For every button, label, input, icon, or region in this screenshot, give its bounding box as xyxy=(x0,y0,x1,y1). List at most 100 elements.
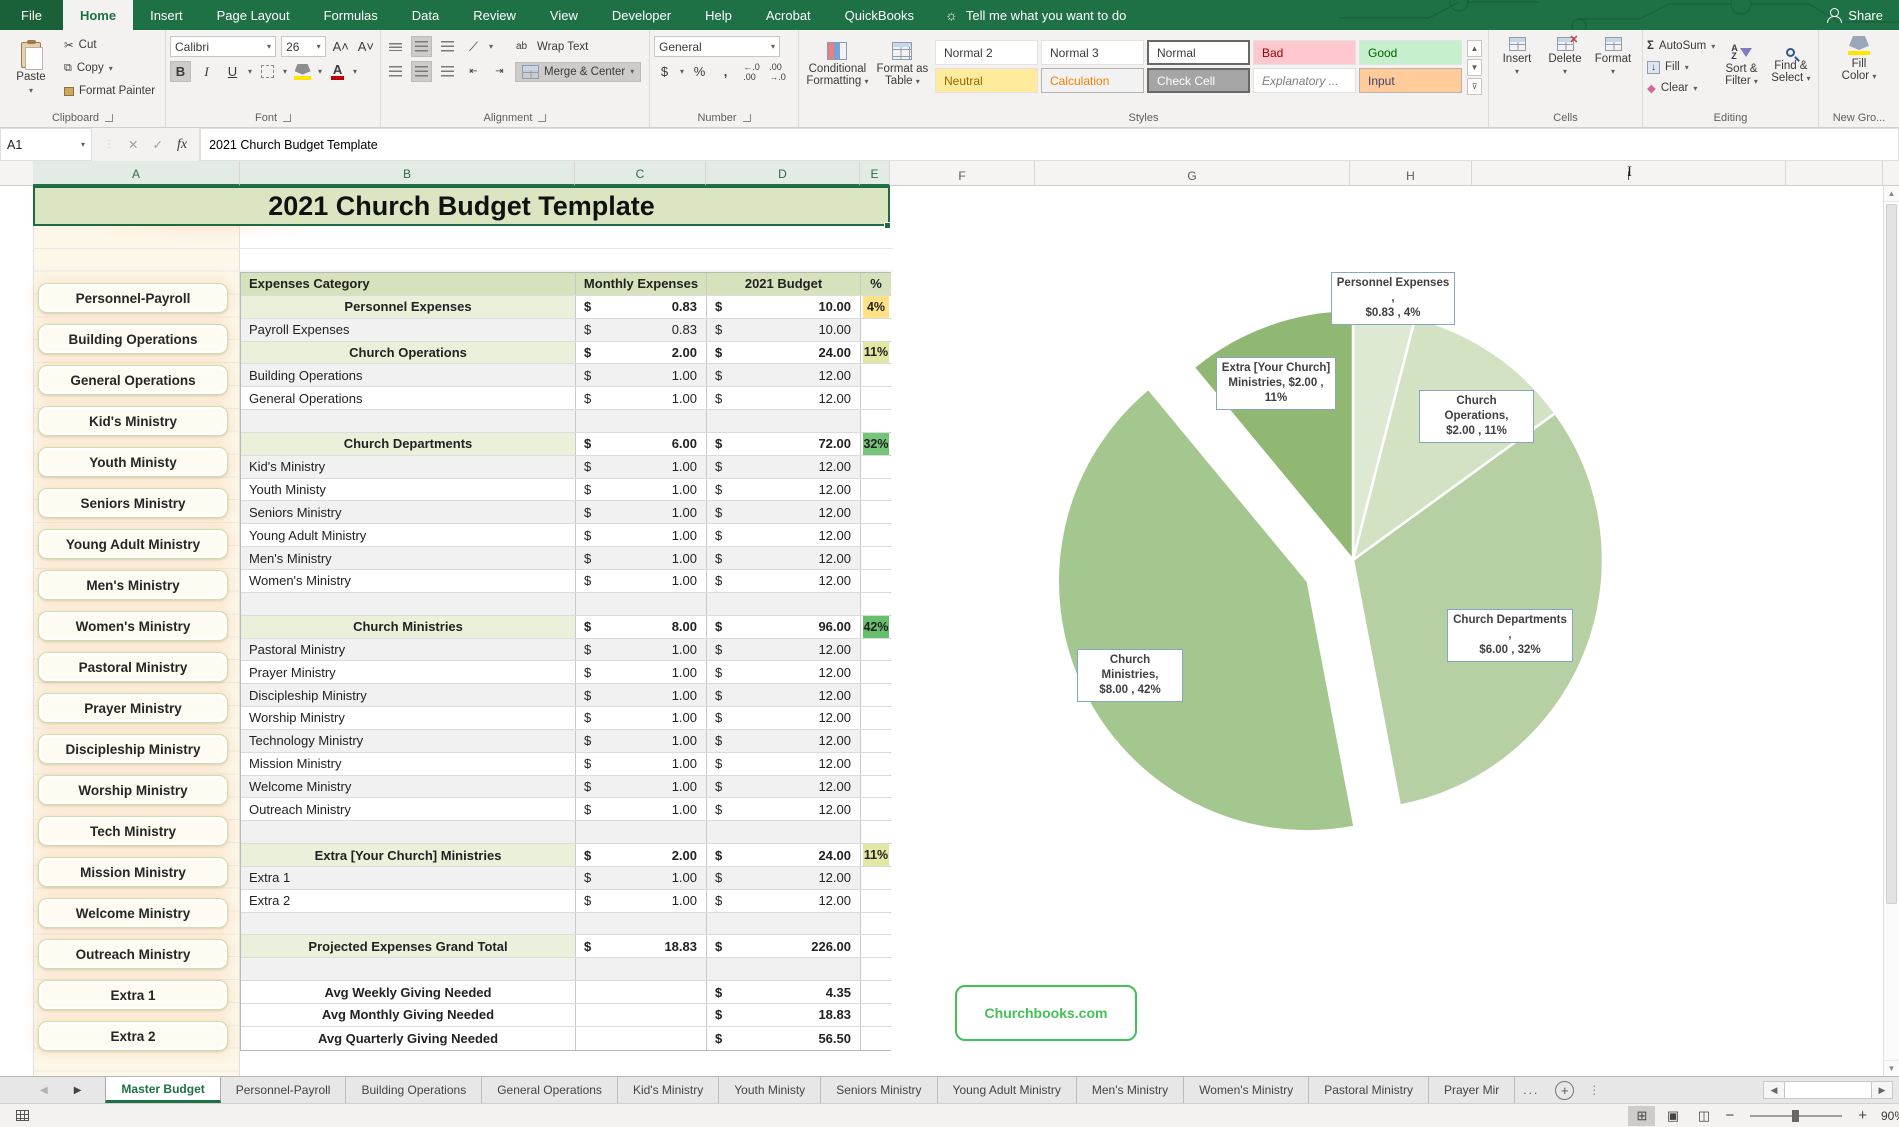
money-cell[interactable] xyxy=(576,821,707,843)
ribbon-tab-review[interactable]: Review xyxy=(456,0,533,30)
accounting-dropdown[interactable]: ▾ xyxy=(680,67,684,76)
table-row-25[interactable]: Mission Ministry$1.00$12.00 xyxy=(241,753,890,776)
money-cell[interactable]: $12.00 xyxy=(707,661,861,683)
decrease-indent-button[interactable]: ⇤ xyxy=(463,61,484,82)
money-cell[interactable]: $1.00 xyxy=(576,684,707,706)
category-cell[interactable]: Prayer Ministry xyxy=(241,661,576,683)
money-cell[interactable]: $12.00 xyxy=(707,776,861,798)
percent-cell[interactable] xyxy=(861,501,891,523)
nav-button-mission-ministry[interactable]: Mission Ministry xyxy=(38,857,228,887)
table-row-34[interactable] xyxy=(241,958,890,981)
number-dialog-launcher[interactable] xyxy=(743,114,751,122)
money-cell[interactable]: $18.83 xyxy=(576,935,707,957)
nav-button-pastoral-ministry[interactable]: Pastoral Ministry xyxy=(38,652,228,682)
font-dialog-launcher[interactable] xyxy=(283,114,291,122)
align-left-button[interactable] xyxy=(385,61,406,82)
money-cell[interactable]: $24.00 xyxy=(707,844,861,866)
nav-button-building-operations[interactable]: Building Operations xyxy=(38,324,228,354)
nav-button-tech-ministry[interactable]: Tech Ministry xyxy=(38,816,228,846)
autosum-button[interactable]: ΣAutoSum▾ xyxy=(1647,36,1715,56)
percent-cell[interactable] xyxy=(861,661,891,683)
pie-label-church-departments[interactable]: Church Departments ,$6.00 , 32% xyxy=(1447,609,1573,662)
pie-chart[interactable] xyxy=(1040,230,1680,895)
vertical-scroll-thumb[interactable] xyxy=(1886,204,1897,904)
ribbon-tab-developer[interactable]: Developer xyxy=(595,0,688,30)
money-cell[interactable]: $12.00 xyxy=(707,364,861,386)
orientation-dropdown[interactable]: ▾ xyxy=(489,42,493,51)
title-cell-a1[interactable]: 2021 Church Budget Template xyxy=(33,186,890,226)
nav-button-outreach-ministry[interactable]: Outreach Ministry xyxy=(38,939,228,969)
table-row-30[interactable]: Extra 1$1.00$12.00 xyxy=(241,867,890,890)
table-row-14[interactable]: Seniors Ministry$1.00$12.00 xyxy=(241,501,890,524)
money-cell[interactable] xyxy=(576,913,707,935)
hscroll-right-arrow[interactable]: ▶ xyxy=(1871,1081,1893,1099)
table-row-7[interactable]: Church Operations$2.00$24.0011% xyxy=(241,342,890,365)
table-row-17[interactable]: Women's Ministry$1.00$12.00 xyxy=(241,570,890,593)
tell-me-box[interactable]: ☼ Tell me what you want to do xyxy=(931,0,1140,30)
fill-color-dropdown[interactable]: ▾ xyxy=(318,67,322,76)
table-row-11[interactable]: Church Departments$6.00$72.0032% xyxy=(241,433,890,456)
column-header-g[interactable]: G xyxy=(1035,161,1350,186)
table-row-19[interactable]: Church Ministries$8.00$96.0042% xyxy=(241,616,890,639)
nav-button-discipleship-ministry[interactable]: Discipleship Ministry xyxy=(38,734,228,764)
accounting-format-button[interactable]: $ xyxy=(654,61,675,82)
money-cell[interactable]: $10.00 xyxy=(707,319,861,341)
borders-dropdown[interactable]: ▾ xyxy=(283,67,287,76)
hscroll-left-arrow[interactable]: ◀ xyxy=(1763,1081,1785,1099)
percent-cell[interactable]: 11% xyxy=(861,844,891,866)
pie-label-church-operations[interactable]: Church Operations,$2.00 , 11% xyxy=(1419,390,1534,443)
nav-button-kid-s-ministry[interactable]: Kid's Ministry xyxy=(38,406,228,436)
money-cell[interactable] xyxy=(576,410,707,432)
category-cell[interactable]: Youth Ministy xyxy=(241,479,576,501)
money-cell[interactable]: $1.00 xyxy=(576,730,707,752)
gallery-more-button[interactable]: ⊽ xyxy=(1467,78,1482,95)
tab-scroll-left-arrow[interactable]: ◀ xyxy=(40,1085,48,1096)
money-cell[interactable] xyxy=(707,821,861,843)
category-cell[interactable] xyxy=(241,821,576,843)
table-row-10[interactable] xyxy=(241,410,890,433)
category-cell[interactable]: Extra 1 xyxy=(241,867,576,889)
sheet-tab-youth-ministy[interactable]: Youth Ministy xyxy=(719,1077,821,1103)
ribbon-tab-quickbooks[interactable]: QuickBooks xyxy=(828,0,931,30)
percent-cell[interactable] xyxy=(861,364,891,386)
category-cell[interactable]: Extra 2 xyxy=(241,890,576,912)
number-format-combo[interactable]: General▾ xyxy=(654,36,780,57)
table-row-35[interactable]: Avg Weekly Giving Needed$4.35 xyxy=(241,981,890,1004)
bold-button[interactable]: B xyxy=(170,61,191,82)
category-cell[interactable]: Extra [Your Church] Ministries xyxy=(241,844,576,866)
percent-cell[interactable] xyxy=(861,547,891,569)
money-cell[interactable]: $1.00 xyxy=(576,524,707,546)
column-header-e[interactable]: E xyxy=(860,161,890,186)
money-cell[interactable]: $2.00 xyxy=(576,342,707,364)
ribbon-tab-file[interactable]: File xyxy=(0,0,63,30)
fill-color-big-button[interactable]: FillColor ▾ xyxy=(1823,34,1895,85)
category-cell[interactable]: Women's Ministry xyxy=(241,570,576,592)
nav-button-worship-ministry[interactable]: Worship Ministry xyxy=(38,775,228,805)
money-cell[interactable]: $1.00 xyxy=(576,776,707,798)
percent-cell[interactable] xyxy=(861,730,891,752)
category-cell[interactable]: Seniors Ministry xyxy=(241,501,576,523)
share-button[interactable]: Share xyxy=(1814,0,1899,30)
grow-font-button[interactable]: A˄ xyxy=(331,36,351,57)
clear-button[interactable]: ◆Clear▾ xyxy=(1647,78,1715,98)
sheet-tab-personnel-payroll[interactable]: Personnel-Payroll xyxy=(221,1077,347,1103)
money-cell[interactable]: $4.35 xyxy=(707,981,861,1003)
font-color-button[interactable]: A xyxy=(327,61,348,82)
orientation-button[interactable]: ⟋ xyxy=(463,36,484,57)
table-row-36[interactable]: Avg Monthly Giving Needed$18.83 xyxy=(241,1004,890,1027)
money-cell[interactable]: $12.00 xyxy=(707,730,861,752)
money-cell[interactable]: $0.83 xyxy=(576,296,707,318)
money-cell[interactable]: $8.00 xyxy=(576,616,707,638)
gallery-up-button[interactable]: ▲ xyxy=(1467,40,1482,57)
percent-cell[interactable]: 42% xyxy=(861,616,891,638)
money-cell[interactable]: $1.00 xyxy=(576,707,707,729)
money-cell[interactable]: $12.00 xyxy=(707,890,861,912)
column-header-b[interactable]: B xyxy=(240,161,575,186)
sheet-tab-seniors-ministry[interactable]: Seniors Ministry xyxy=(821,1077,937,1103)
money-cell[interactable]: $1.00 xyxy=(576,479,707,501)
table-row-18[interactable] xyxy=(241,593,890,616)
ribbon-tab-acrobat[interactable]: Acrobat xyxy=(749,0,828,30)
insert-cells-button[interactable]: Insert▾ xyxy=(1493,34,1541,76)
sheet-tab-master-budget[interactable]: Master Budget xyxy=(105,1077,220,1103)
category-cell[interactable] xyxy=(241,593,576,615)
